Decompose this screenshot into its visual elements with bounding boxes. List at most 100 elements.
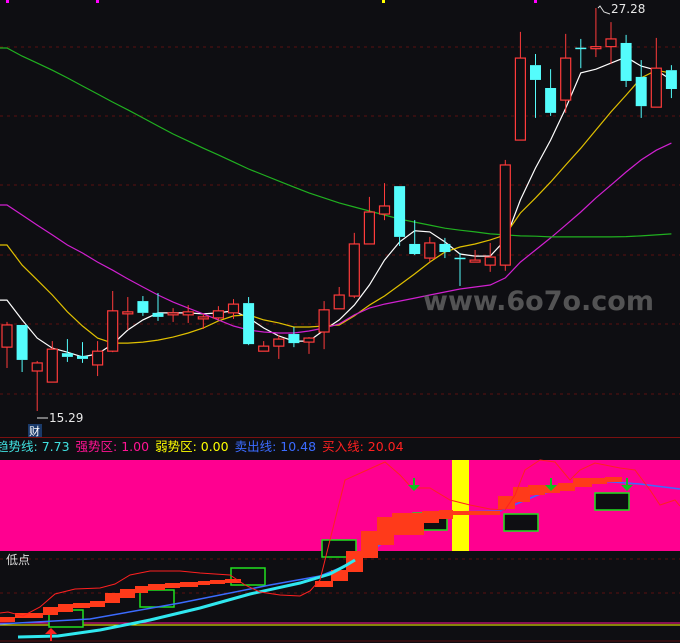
marker-char: 财 bbox=[29, 424, 40, 438]
candle bbox=[212, 306, 224, 320]
candle bbox=[303, 337, 315, 354]
candle bbox=[273, 335, 285, 359]
signal-box bbox=[503, 513, 539, 532]
trend-step bbox=[439, 510, 453, 519]
trend-step bbox=[73, 603, 90, 608]
candle-body bbox=[378, 205, 391, 215]
candle bbox=[560, 33, 572, 113]
candle bbox=[182, 305, 194, 323]
trend-step bbox=[58, 604, 73, 612]
candle-body bbox=[605, 38, 617, 48]
candle bbox=[107, 291, 119, 353]
candle-body bbox=[590, 46, 602, 50]
legend-item: 强势区: 1.00 bbox=[76, 439, 150, 454]
low-price-label: 15.29 bbox=[49, 411, 83, 425]
candle-body bbox=[499, 164, 511, 266]
legend-value: 20.04 bbox=[367, 439, 404, 454]
candle bbox=[514, 31, 527, 141]
legend-value: 7.73 bbox=[41, 439, 70, 454]
candle-body bbox=[545, 87, 557, 113]
candle-body bbox=[16, 324, 28, 360]
candle-body bbox=[303, 337, 315, 343]
candle bbox=[363, 196, 375, 245]
candle-body bbox=[107, 310, 119, 352]
candle-body bbox=[318, 309, 330, 333]
candle bbox=[665, 65, 677, 99]
candle bbox=[605, 22, 617, 65]
high-annotation: 27.28 bbox=[597, 2, 645, 16]
candle bbox=[620, 34, 632, 87]
candle bbox=[258, 341, 270, 352]
candle-body bbox=[665, 70, 677, 90]
candle bbox=[61, 339, 73, 362]
trend-step bbox=[573, 478, 592, 487]
sell-arrow-icon bbox=[621, 478, 633, 491]
candle-body bbox=[122, 311, 134, 315]
candle-body bbox=[575, 47, 587, 50]
candle bbox=[1, 321, 13, 368]
trend-step bbox=[90, 601, 105, 607]
candle bbox=[197, 313, 209, 329]
trend-step bbox=[210, 580, 225, 584]
moving-average-line bbox=[0, 47, 672, 238]
candle bbox=[424, 236, 436, 263]
strong-zone bbox=[0, 460, 680, 551]
candle bbox=[227, 299, 240, 319]
candle-body bbox=[409, 243, 421, 255]
trend-step bbox=[590, 478, 607, 484]
trend-step bbox=[331, 570, 348, 581]
sell-arrow-icon bbox=[545, 478, 557, 491]
candle-body bbox=[152, 312, 164, 317]
candle bbox=[409, 220, 421, 256]
candlesticks bbox=[1, 8, 677, 411]
candle-body bbox=[77, 355, 88, 359]
legend-item: 卖出线: 10.48 bbox=[235, 439, 316, 454]
moving-average-line bbox=[0, 142, 672, 334]
sell-arrow-icon bbox=[408, 478, 420, 491]
candle-body bbox=[167, 312, 179, 316]
legend-label: 卖出线: bbox=[234, 439, 281, 454]
candle-body bbox=[394, 186, 406, 237]
candle bbox=[469, 250, 481, 263]
candle bbox=[484, 242, 496, 272]
candle bbox=[650, 37, 662, 108]
candle-body bbox=[514, 57, 527, 141]
candle-body bbox=[348, 243, 360, 297]
candle-body bbox=[1, 324, 13, 348]
candle bbox=[545, 69, 557, 116]
candle-body bbox=[469, 259, 481, 263]
candle bbox=[318, 301, 330, 350]
legend-label: 强势区: bbox=[75, 439, 122, 454]
candle bbox=[348, 232, 360, 299]
trend-line bbox=[17, 558, 356, 639]
candle bbox=[530, 54, 541, 118]
legend-value: 0.00 bbox=[200, 439, 229, 454]
trend-step bbox=[28, 613, 43, 618]
moving-average-lines bbox=[0, 47, 672, 358]
candle-body bbox=[363, 211, 375, 245]
indicator-panel bbox=[0, 459, 680, 642]
legend-value: 10.48 bbox=[280, 439, 317, 454]
trend-step bbox=[198, 581, 210, 585]
candle bbox=[91, 341, 104, 377]
candle bbox=[635, 60, 647, 118]
price-grid bbox=[0, 46, 680, 395]
indicator-legend: 趋势线: 7.73 强势区: 1.00 弱势区: 0.00 卖出线: 10.48 买入线… bbox=[0, 438, 410, 456]
candle bbox=[31, 360, 43, 411]
candle bbox=[499, 159, 511, 271]
candle bbox=[439, 237, 451, 259]
top-markers bbox=[6, 0, 537, 3]
candle bbox=[333, 286, 345, 310]
signal-box bbox=[594, 492, 630, 511]
trend-step bbox=[453, 511, 500, 515]
candle-body bbox=[288, 334, 300, 344]
candle bbox=[77, 342, 88, 363]
candle-body bbox=[530, 65, 541, 80]
candle bbox=[152, 293, 164, 321]
trend-step bbox=[165, 583, 180, 588]
candle-body bbox=[197, 316, 209, 320]
trend-step bbox=[0, 617, 15, 622]
trend-step bbox=[605, 477, 622, 482]
trend-step bbox=[120, 589, 135, 598]
